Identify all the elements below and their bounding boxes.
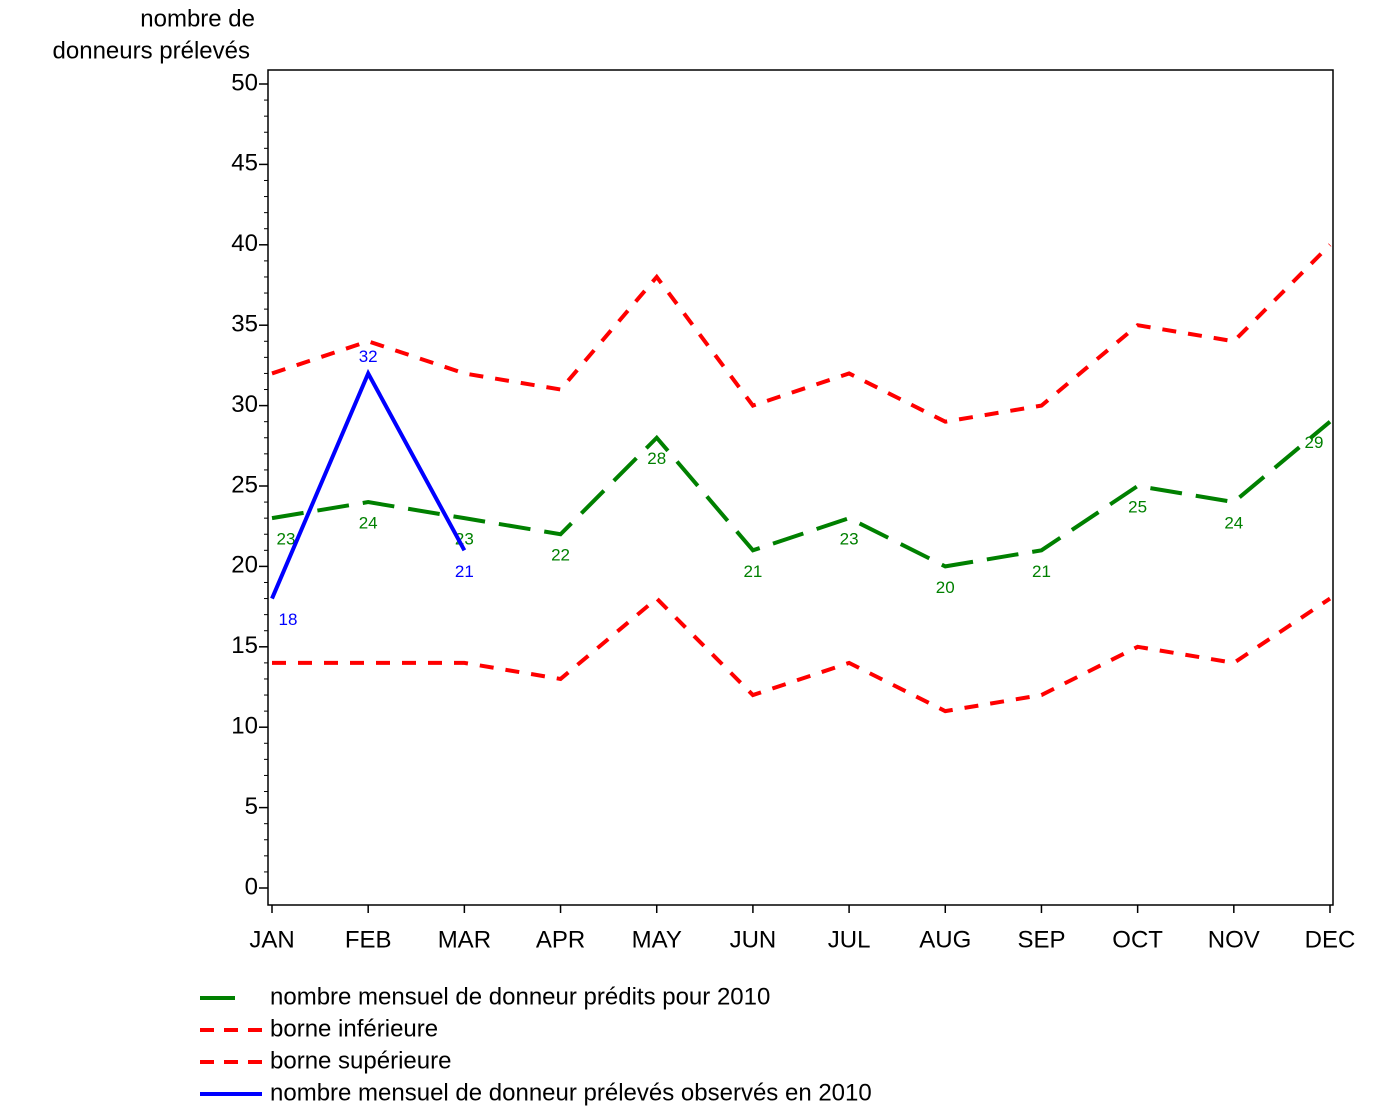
x-tick-label: OCT <box>1112 926 1163 953</box>
legend-label: borne supérieure <box>270 1047 451 1074</box>
data-label: 18 <box>279 610 298 629</box>
legend-label: borne inférieure <box>270 1015 438 1042</box>
y-tick-label: 5 <box>245 793 258 820</box>
x-tick-label: FEB <box>345 926 392 953</box>
legend-label: nombre mensuel de donneur prédits pour 2… <box>270 983 770 1010</box>
data-label: 21 <box>455 562 474 581</box>
data-label: 28 <box>647 449 666 468</box>
series-line <box>271 243 1332 424</box>
data-label: 32 <box>359 347 378 366</box>
y-tick-label: 25 <box>231 471 258 498</box>
data-label: 22 <box>551 546 570 565</box>
x-tick-label: NOV <box>1208 926 1260 953</box>
y-tick-label: 45 <box>231 150 258 177</box>
data-label: 24 <box>1224 514 1243 533</box>
data-label: 23 <box>840 530 859 549</box>
x-tick-label: MAY <box>632 926 682 953</box>
legend-label: nombre mensuel de donneur prélevés obser… <box>270 1079 872 1106</box>
y-tick-label: 20 <box>231 552 258 579</box>
y-tick-label: 0 <box>245 873 258 900</box>
y-tick-label: 35 <box>231 311 258 338</box>
data-label: 25 <box>1128 497 1147 516</box>
y-axis-label: donneurs prélevés <box>53 37 250 64</box>
data-label: 21 <box>1032 562 1051 581</box>
data-label: 20 <box>936 578 955 597</box>
data-label: 24 <box>359 514 378 533</box>
data-label: 23 <box>277 530 296 549</box>
x-tick-label: SEP <box>1017 926 1065 953</box>
x-tick-label: JUN <box>730 926 777 953</box>
x-tick-label: AUG <box>919 926 971 953</box>
y-tick-label: 30 <box>231 391 258 418</box>
series-line <box>272 595 1332 714</box>
data-label: 29 <box>1305 433 1324 452</box>
y-tick-label: 15 <box>231 632 258 659</box>
series-line <box>270 368 467 600</box>
y-axis-label: nombre de <box>140 5 255 32</box>
x-tick-label: MAR <box>438 926 491 953</box>
y-tick-label: 40 <box>231 230 258 257</box>
x-tick-label: JAN <box>249 926 294 953</box>
x-tick-label: DEC <box>1305 926 1356 953</box>
series-line <box>271 420 1332 569</box>
x-tick-label: JUL <box>828 926 871 953</box>
y-tick-label: 50 <box>231 69 258 96</box>
x-tick-label: APR <box>536 926 585 953</box>
y-tick-label: 10 <box>231 713 258 740</box>
plot-frame <box>267 69 1334 906</box>
data-label: 21 <box>743 562 762 581</box>
